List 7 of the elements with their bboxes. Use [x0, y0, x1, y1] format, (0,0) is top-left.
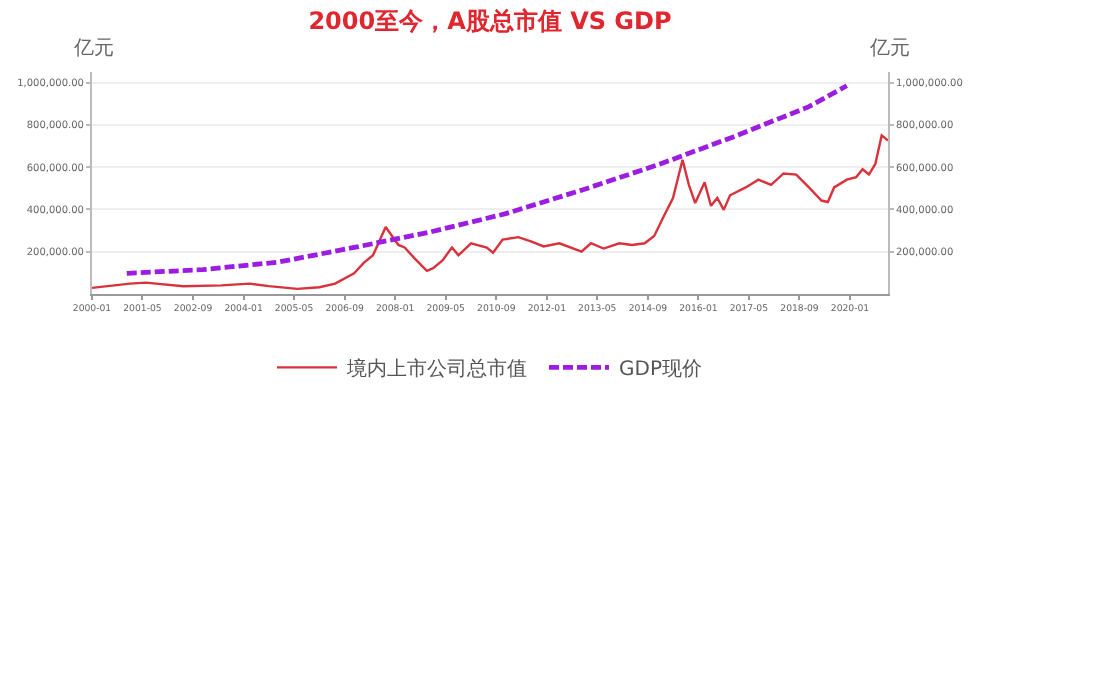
- chart-title: 2000至今，A股总市值 VS GDP: [308, 7, 672, 36]
- y2-axis-title: 亿元: [868, 38, 910, 60]
- line-series: [124, 83, 850, 276]
- legend-label: GDP现价: [619, 357, 702, 382]
- y-axis-title: 亿元: [72, 38, 114, 60]
- legend-label: 境内上市公司总市值: [345, 357, 527, 382]
- line-series: [92, 134, 888, 291]
